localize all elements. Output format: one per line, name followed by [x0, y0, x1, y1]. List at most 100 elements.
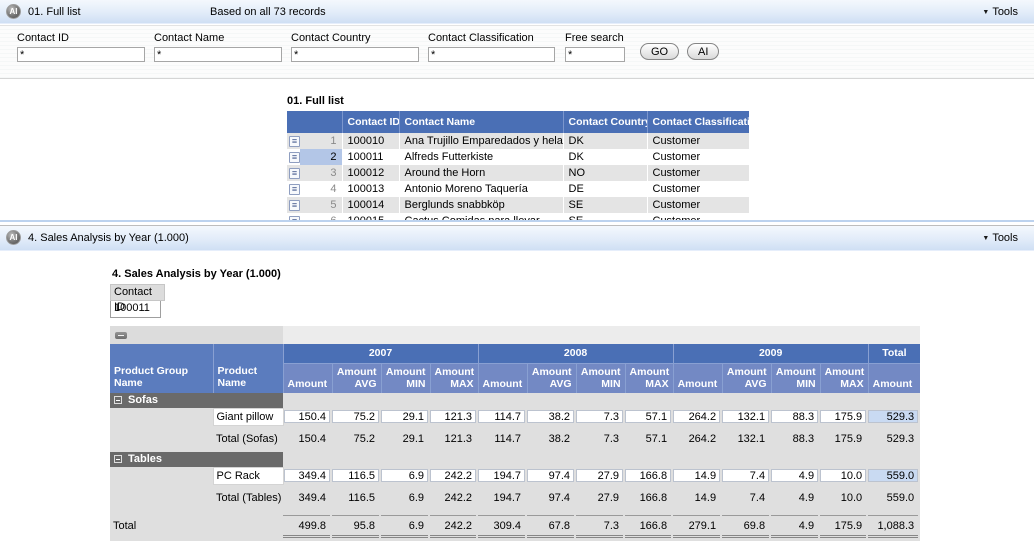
grand-total-value: 4.9 — [771, 514, 819, 538]
measure-header: Amount AVG — [527, 363, 577, 393]
cell-contact-classification[interactable]: Customer — [647, 213, 750, 220]
product-name-cell[interactable]: PC Rack — [212, 466, 284, 485]
table-row[interactable]: ≡ 5 100014 Berglunds snabbköp SE Customer — [287, 197, 750, 213]
subtotal-value: 194.7 — [478, 484, 528, 511]
contact-id-input[interactable] — [17, 47, 145, 62]
cell-contact-name[interactable]: Berglunds snabbköp — [399, 197, 564, 213]
collapse-all-button[interactable] — [115, 332, 127, 339]
total-group-header: Total — [868, 344, 921, 364]
total-value-cell: 529.3 — [868, 410, 919, 423]
measure-header: Amount MIN — [576, 363, 626, 393]
column-header-contact-country[interactable]: Contact Country — [563, 111, 648, 133]
cell-contact-name[interactable]: Around the Horn — [399, 165, 564, 181]
contact-id-selected-value[interactable]: 100011 — [110, 301, 161, 318]
row-selector-column-header — [287, 111, 343, 133]
cell-contact-country[interactable]: DE — [563, 181, 648, 197]
search-field-contact-name: Contact Name — [154, 32, 282, 62]
value-cell: 242.2 — [430, 469, 477, 482]
column-header-contact-id[interactable]: Contact ID — [342, 111, 400, 133]
cell-contact-country[interactable]: NO — [563, 165, 648, 181]
group-bar-sofas[interactable]: Sofas — [110, 393, 283, 408]
row-detail-icon[interactable]: ≡ — [289, 135, 300, 147]
free-search-input[interactable] — [565, 47, 625, 62]
group-bar-tables[interactable]: Tables — [110, 452, 283, 467]
panel2-header: AI 4. Sales Analysis by Year (1.000) ▼ To… — [0, 226, 1034, 251]
row-header-product-name[interactable]: Product Name — [213, 344, 284, 393]
year-header-2008[interactable]: 2008 — [478, 344, 674, 364]
cell-contact-id[interactable]: 100010 — [342, 133, 400, 149]
cell-contact-id[interactable]: 100013 — [342, 181, 400, 197]
year-header-2009[interactable]: 2009 — [673, 344, 869, 364]
subtotal-value: 97.4 — [527, 484, 577, 511]
row-detail-icon[interactable]: ≡ — [289, 215, 300, 220]
cell-contact-classification[interactable]: Customer — [647, 197, 750, 213]
cell-contact-name[interactable]: Alfreds Futterkiste — [399, 149, 564, 165]
year-header-2007[interactable]: 2007 — [283, 344, 479, 364]
value-cell: 57.1 — [625, 410, 672, 423]
pivot-product-row: Giant pillow 150.4 75.2 29.1 121.3 114.7… — [110, 407, 921, 426]
cell-contact-id[interactable]: 100014 — [342, 197, 400, 213]
value-cell: 88.3 — [771, 410, 819, 423]
value-cell: 10.0 — [820, 469, 867, 482]
value-cell: 175.9 — [820, 410, 867, 423]
row-detail-icon[interactable]: ≡ — [289, 151, 300, 163]
cell-contact-classification[interactable]: Customer — [647, 181, 750, 197]
cell-contact-name[interactable]: Antonio Moreno Taquería — [399, 181, 564, 197]
row-detail-icon[interactable]: ≡ — [289, 183, 300, 195]
value-cell: 27.9 — [576, 469, 624, 482]
cell-contact-country[interactable]: SE — [563, 213, 648, 220]
cell-contact-id[interactable]: 100015 — [342, 213, 400, 220]
row-number: 3 — [330, 167, 337, 179]
cell-contact-country[interactable]: DK — [563, 133, 648, 149]
cell-contact-id[interactable]: 100011 — [342, 149, 400, 165]
pivot-measure-header-row: Amount Amount AVG Amount MIN Amount MAX … — [110, 363, 921, 393]
table-row[interactable]: ≡ 6 100015 Cactus Comidas para llevar SE … — [287, 213, 750, 220]
cell-contact-classification[interactable]: Customer — [647, 133, 750, 149]
contact-country-input[interactable] — [291, 47, 419, 62]
row-detail-icon[interactable]: ≡ — [289, 199, 300, 211]
column-header-contact-name[interactable]: Contact Name — [399, 111, 564, 133]
table-row-selected[interactable]: ≡ 2 100011 Alfreds Futterkiste DK Custome… — [287, 149, 750, 165]
go-button[interactable]: GO — [640, 43, 680, 60]
subtotal-value: 166.8 — [625, 484, 674, 511]
table-row[interactable]: ≡ 4 100013 Antonio Moreno Taquería DE Cus… — [287, 181, 750, 197]
value-cell: 97.4 — [527, 469, 575, 482]
row-header-product-group[interactable]: Product Group Name — [110, 344, 214, 393]
grand-total-sum: 1,088.3 — [868, 514, 919, 538]
contact-classification-input[interactable] — [428, 47, 555, 62]
measure-header: Amount AVG — [722, 363, 772, 393]
subtotal-value: 175.9 — [820, 425, 869, 452]
ai-button[interactable]: AI — [687, 43, 720, 60]
contact-name-input[interactable] — [154, 47, 282, 62]
tools-menu-button[interactable]: ▼ Tools — [982, 232, 1018, 244]
table-header-row: Contact ID Contact Name Contact Country … — [287, 111, 749, 133]
product-name-cell[interactable]: Giant pillow — [212, 407, 284, 426]
row-detail-icon[interactable]: ≡ — [289, 167, 300, 179]
collapse-icon[interactable] — [114, 455, 122, 464]
measure-header: Amount — [673, 363, 723, 393]
collapse-icon[interactable] — [114, 396, 122, 405]
grand-total-value: 499.8 — [283, 514, 330, 538]
measure-header: Amount AVG — [332, 363, 382, 393]
table-row[interactable]: ≡ 3 100012 Around the Horn NO Customer — [287, 165, 750, 181]
panel1-subtitle: Based on all 73 records — [210, 6, 326, 18]
value-cell: 75.2 — [332, 410, 379, 423]
total-value-cell: 559.0 — [868, 469, 919, 482]
cell-contact-country[interactable]: SE — [563, 197, 648, 213]
chevron-down-icon: ▼ — [982, 235, 990, 242]
tools-menu-button[interactable]: ▼ Tools — [982, 6, 1018, 18]
grand-total-value: 279.1 — [673, 514, 721, 538]
cell-contact-id[interactable]: 100012 — [342, 165, 400, 181]
pivot-product-row: PC Rack 349.4 116.5 6.9 242.2 194.7 97.4… — [110, 466, 921, 485]
cell-contact-classification[interactable]: Customer — [647, 149, 750, 165]
cell-contact-classification[interactable]: Customer — [647, 165, 750, 181]
cell-contact-name[interactable]: Cactus Comidas para llevar — [399, 213, 564, 220]
column-header-contact-classification[interactable]: Contact Classification — [647, 111, 749, 133]
cell-contact-country[interactable]: DK — [563, 149, 648, 165]
value-cell: 150.4 — [283, 410, 330, 423]
subtotal-value: 6.9 — [381, 484, 430, 511]
value-cell: 14.9 — [673, 469, 721, 482]
contact-id-listbox-header[interactable]: Contact ID — [110, 284, 165, 313]
table-row[interactable]: ≡ 1 100010 Ana Trujillo Emparedados y hel… — [287, 133, 750, 149]
cell-contact-name[interactable]: Ana Trujillo Emparedados y helados — [399, 133, 564, 149]
